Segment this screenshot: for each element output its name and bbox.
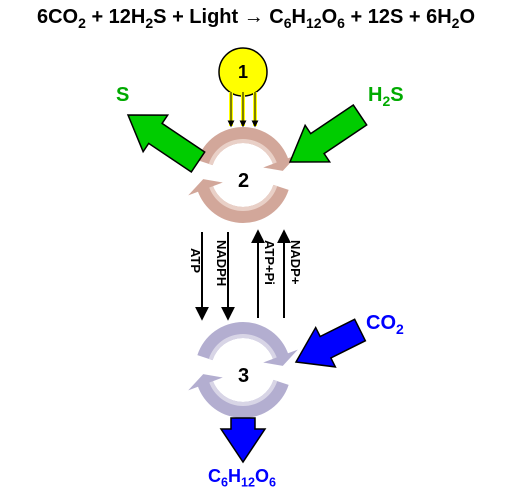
sun-label: 1 — [238, 62, 248, 82]
atp-pi-label: ATP+Pi — [262, 240, 277, 285]
diagram-svg: 1 — [0, 0, 512, 500]
cycle3-label: 3 — [238, 365, 249, 388]
h2s-in-arrow — [290, 105, 367, 162]
s-label: S — [116, 84, 129, 107]
s-out-arrow — [128, 115, 205, 172]
nadph-label: NADPH — [214, 240, 229, 286]
atp-label: ATP — [188, 248, 203, 273]
diagram-stage: 6CO2 + 12H2S + Light → C6H12O6 + 12S + 6… — [0, 0, 512, 500]
nadp-label: NADP+ — [288, 240, 303, 284]
co2-in-arrow — [296, 319, 365, 367]
co2-label: CO2 — [366, 312, 404, 337]
glucose-out-arrow — [221, 418, 265, 462]
glucose-label: C6H12O6 — [208, 466, 276, 490]
cycle2-label: 2 — [238, 170, 249, 193]
h2s-label: H2S — [368, 84, 404, 109]
